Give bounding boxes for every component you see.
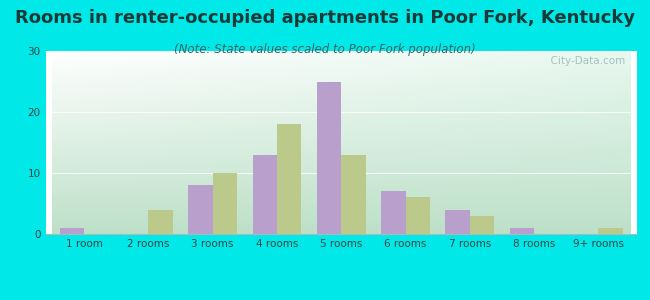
Bar — [510, 228, 534, 234]
Bar — [188, 185, 213, 234]
Text: (Note: State values scaled to Poor Fork population): (Note: State values scaled to Poor Fork … — [174, 44, 476, 56]
Bar — [341, 155, 366, 234]
Bar — [148, 210, 173, 234]
Text: Rooms in renter-occupied apartments in Poor Fork, Kentucky: Rooms in renter-occupied apartments in P… — [15, 9, 635, 27]
Bar — [277, 124, 302, 234]
Bar — [445, 210, 470, 234]
Bar — [381, 191, 406, 234]
Bar — [253, 155, 277, 234]
Bar — [317, 82, 341, 234]
Bar — [406, 197, 430, 234]
Bar — [470, 216, 494, 234]
Bar — [599, 228, 623, 234]
Text: City-Data.com: City-Data.com — [544, 56, 625, 67]
Bar — [60, 228, 84, 234]
Bar — [213, 173, 237, 234]
